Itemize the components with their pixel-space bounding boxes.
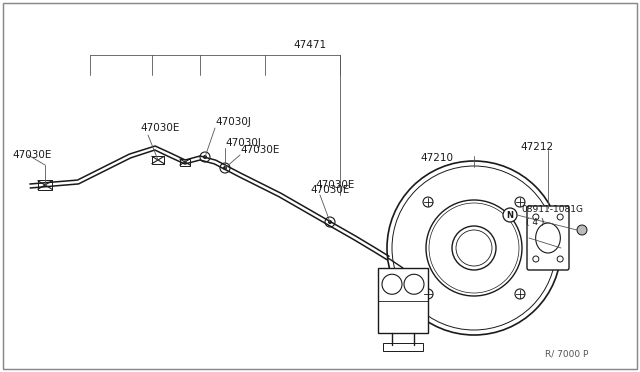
FancyBboxPatch shape <box>3 3 637 369</box>
Text: 47212: 47212 <box>520 142 553 152</box>
Bar <box>383 343 423 351</box>
Text: 08911-1081G: 08911-1081G <box>521 205 583 215</box>
Bar <box>152 156 164 164</box>
Circle shape <box>203 155 207 159</box>
Bar <box>38 180 52 190</box>
Text: R/ 7000 P: R/ 7000 P <box>545 350 588 359</box>
Circle shape <box>557 256 563 262</box>
Circle shape <box>223 166 227 170</box>
Circle shape <box>577 225 587 235</box>
Text: 47030E: 47030E <box>12 150 51 160</box>
Circle shape <box>533 214 539 220</box>
Text: 47210: 47210 <box>420 153 453 163</box>
FancyBboxPatch shape <box>527 206 569 270</box>
Text: 47030J: 47030J <box>225 138 261 148</box>
Circle shape <box>557 214 563 220</box>
Text: 47030E: 47030E <box>310 185 349 195</box>
Circle shape <box>328 220 332 224</box>
Text: 47030E: 47030E <box>240 145 280 155</box>
Text: 47471: 47471 <box>293 40 326 50</box>
Text: 47030J: 47030J <box>215 117 251 127</box>
Bar <box>180 158 190 166</box>
Text: ( 4 ): ( 4 ) <box>526 218 545 227</box>
Bar <box>378 268 428 333</box>
Text: N: N <box>506 211 513 219</box>
Text: 47030E: 47030E <box>315 180 355 190</box>
Text: 47030E: 47030E <box>140 123 179 133</box>
Circle shape <box>503 208 517 222</box>
Circle shape <box>533 256 539 262</box>
